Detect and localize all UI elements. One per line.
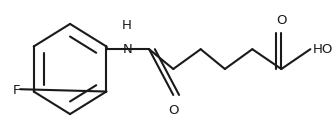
Text: O: O xyxy=(276,14,287,27)
Text: O: O xyxy=(168,104,178,117)
Text: HO: HO xyxy=(313,43,333,56)
Text: N: N xyxy=(123,43,133,56)
Text: H: H xyxy=(122,19,131,32)
Text: F: F xyxy=(12,84,20,97)
